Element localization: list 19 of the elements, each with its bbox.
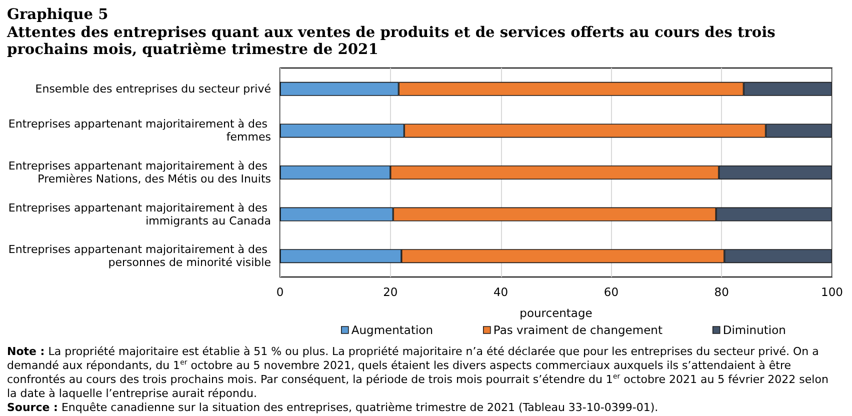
text: Graphique 5 xyxy=(7,6,110,24)
source-note: Source : Enquête canadienne sur la situation des entreprises, quatrième trimestre de 2021 (Tableau 33-10-0399-01). xyxy=(7,401,658,414)
x-axis-title: pourcentage xyxy=(520,306,592,320)
legend-label: Augmentation xyxy=(351,323,434,337)
x-tick-label: 0 xyxy=(276,285,284,299)
x-tick-label: 40 xyxy=(493,285,508,299)
text: Note : La propriété majoritaire est établie à 51 % ou plus. La propriété majoritaire n’a été déclarée que pour les entreprises du secteur privé. On a demandé aux répondants, du 1$^{er}$ octobre au 5 novembre 2021, quels étaient les divers aspects commerciaux auxquels ils s’attendaient à être confrontés au cours des trois prochains mois. Par conséquent, la période de trois mois pourrait s’étendre du 1$^{er}$ octobre 2021 au 5 février 2022 selon la date à laquelle l’entreprise aurait répondu. xyxy=(7,345,828,400)
y-tick-label: Entreprises appartenant majoritairement à des immigrants au Canada xyxy=(8,201,271,228)
x-tick-label: 20 xyxy=(383,285,398,299)
y-tick-label: Entreprises appartenant majoritairement à des personnes de minorité visible xyxy=(8,243,272,270)
x-tick-label: 100 xyxy=(821,285,843,299)
y-tick-label: Entreprises appartenant majoritairement à des femmes xyxy=(8,118,272,144)
legend-label: Pas vraiment de changement xyxy=(493,323,663,337)
x-tick-label: 80 xyxy=(714,285,729,299)
y-tick-label: Entreprises appartenant majoritairement à des Premières Nations, des Métis ou des Inuits xyxy=(8,160,272,186)
y-tick-label: Ensemble des entreprises du secteur privé xyxy=(35,82,272,96)
legend-label: Diminution xyxy=(722,323,786,337)
x-tick-label: 60 xyxy=(604,285,619,299)
chart-subtitle: Attentes des entreprises quant aux ventes de produits et de services offerts au cours des trois prochains mois, quatrième trimestre de 2021 xyxy=(7,24,776,58)
